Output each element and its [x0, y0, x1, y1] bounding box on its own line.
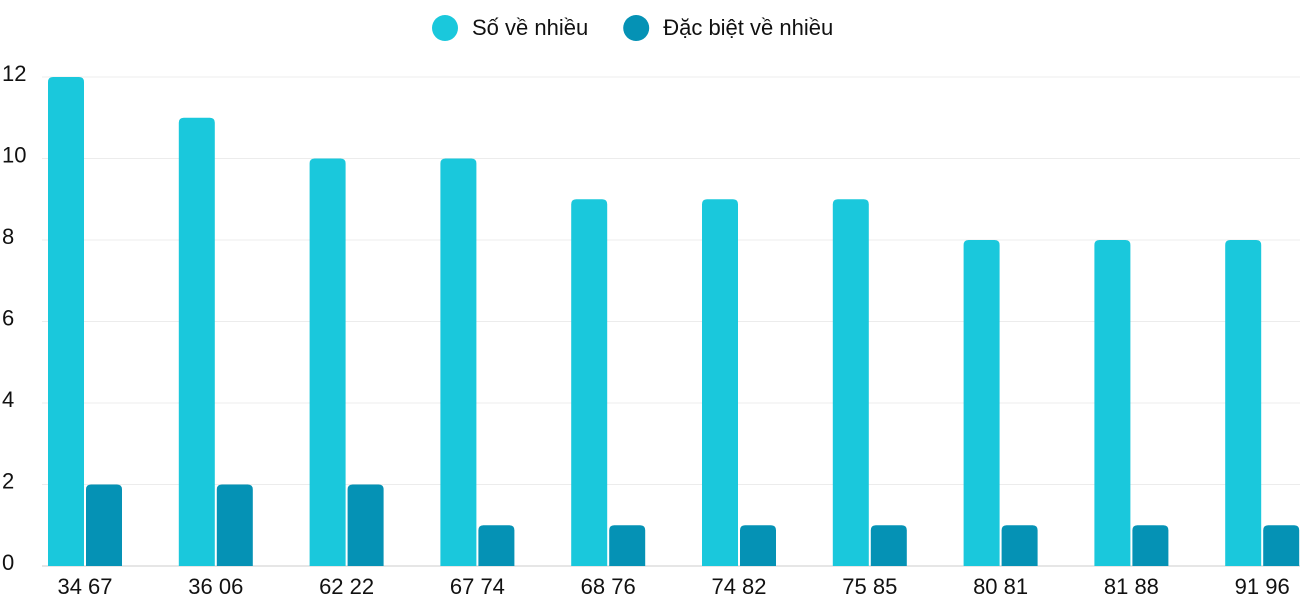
bar — [48, 77, 84, 566]
legend-swatch — [623, 15, 650, 41]
x-tick-label: 67 74 — [450, 574, 505, 599]
x-tick-label: 36 06 — [188, 574, 243, 599]
bar — [571, 199, 608, 566]
bar — [309, 158, 346, 566]
y-tick-label: 4 — [2, 387, 14, 412]
bar — [86, 484, 122, 566]
bar — [178, 117, 215, 566]
bar — [1263, 525, 1300, 566]
x-tick-label: 80 81 — [973, 574, 1028, 599]
bar — [1225, 240, 1262, 566]
y-tick-label: 0 — [2, 550, 14, 575]
bar — [832, 199, 869, 566]
y-tick-label: 12 — [2, 61, 26, 86]
x-tick-label: 75 85 — [842, 574, 897, 599]
bar — [347, 484, 384, 566]
y-tick-label: 2 — [2, 468, 14, 493]
bar — [1094, 240, 1131, 566]
bar — [440, 158, 477, 566]
bar — [216, 484, 253, 566]
y-tick-label: 6 — [2, 305, 14, 330]
x-tick-label: 91 96 — [1235, 574, 1290, 599]
bar — [963, 240, 1000, 566]
legend-label: Đặc biệt về nhiều — [663, 15, 833, 40]
bar — [740, 525, 776, 566]
bar — [702, 199, 738, 566]
x-tick-label: 62 22 — [319, 574, 374, 599]
x-tick-label: 34 67 — [57, 574, 112, 599]
bar — [609, 525, 646, 566]
x-tick-label: 68 76 — [581, 574, 636, 599]
y-tick-label: 8 — [2, 224, 14, 249]
bar — [1001, 525, 1038, 566]
bar — [870, 525, 907, 566]
y-tick-label: 10 — [2, 142, 26, 167]
x-tick-label: 81 88 — [1104, 574, 1159, 599]
legend-swatch — [432, 15, 458, 41]
bar — [1132, 525, 1169, 566]
x-tick-label: 74 82 — [711, 574, 766, 599]
bar — [478, 525, 515, 566]
legend-label: Số về nhiều — [472, 15, 588, 40]
